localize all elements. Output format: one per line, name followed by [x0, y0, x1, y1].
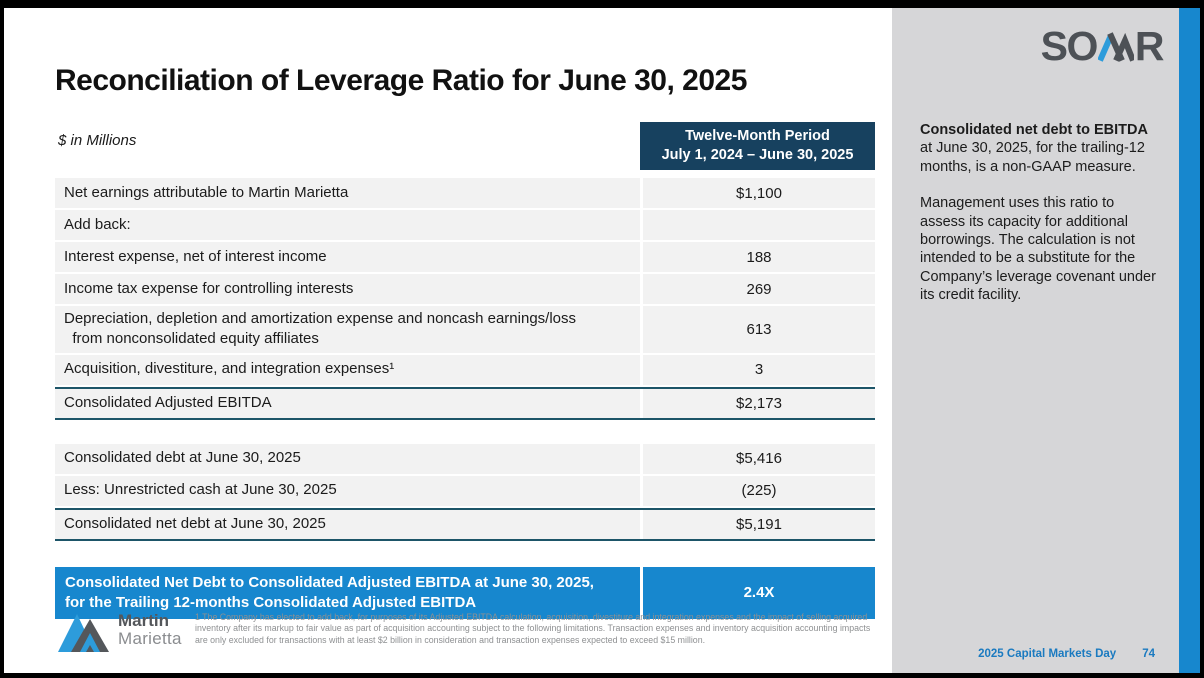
sidebar-paragraph-1: Consolidated net debt to EBITDA at June … [920, 121, 1160, 176]
row-value: 188 [640, 242, 875, 272]
units-note: $ in Millions [58, 132, 137, 149]
mountain-peaks-icon [1097, 32, 1134, 62]
row-label: Net earnings attributable to Martin Mari… [64, 183, 349, 201]
row-label: Income tax expense for controlling inter… [64, 279, 354, 297]
row-value: $5,191 [640, 509, 875, 539]
accent-bar [1179, 8, 1200, 673]
martin-marietta-logo: Martin Marietta [58, 608, 182, 652]
sidebar-paragraph-1-rest: at June 30, 2025, for the trailing-12 mo… [920, 140, 1145, 175]
table-row: Depreciation, depletion and amortization… [55, 306, 875, 353]
row-label: Less: Unrestricted cash at June 30, 2025 [64, 481, 337, 499]
row-value: 613 [640, 306, 875, 353]
table-row: Interest expense, net of interest income… [55, 242, 875, 272]
sidebar-commentary: Consolidated net debt to EBITDA at June … [920, 121, 1160, 305]
sidebar-paragraph-1-bold: Consolidated net debt to EBITDA [920, 122, 1148, 138]
table-row-total-net-debt: Consolidated net debt at June 30, 2025 $… [55, 507, 875, 541]
table-row: Net earnings attributable to Martin Mari… [55, 178, 875, 208]
row-value: $5,416 [640, 443, 875, 474]
sidebar: SO R Consolidated net debt to EBITDA at … [892, 8, 1179, 673]
row-value: $1,100 [640, 178, 875, 208]
slide-footer: 2025 Capital Markets Day 74 [978, 648, 1155, 660]
soar-wordmark-left: SO [1040, 23, 1099, 70]
row-label: Consolidated debt at June 30, 2025 [64, 449, 301, 467]
martin-marietta-wordmark: Martin Marietta [118, 612, 182, 648]
row-value [640, 210, 875, 240]
row-label: Consolidated Adjusted EBITDA [64, 393, 272, 411]
table-section-gap [55, 420, 875, 444]
reconciliation-tables: Net earnings attributable to Martin Mari… [55, 178, 875, 619]
page-title: Reconciliation of Leverage Ratio for Jun… [55, 64, 747, 97]
row-value: (225) [640, 475, 875, 506]
row-value: 269 [640, 274, 875, 304]
mm-wordmark-line1: Martin [118, 611, 169, 631]
mountain-icon [58, 614, 109, 652]
row-label: Consolidated net debt at June 30, 2025 [64, 514, 326, 532]
slide-content: Reconciliation of Leverage Ratio for Jun… [4, 8, 1200, 673]
table-row: Consolidated debt at June 30, 2025 $5,41… [55, 443, 875, 474]
ratio-banner-label: Consolidated Net Debt to Consolidated Ad… [65, 574, 594, 611]
table-row: Acquisition, divestiture, and integratio… [55, 354, 875, 385]
period-column-header: Twelve-Month Period July 1, 2024 – June … [640, 122, 875, 170]
row-label: Depreciation, depletion and amortization… [64, 310, 576, 348]
row-label: Acquisition, divestiture, and integratio… [64, 360, 395, 378]
table-row: Income tax expense for controlling inter… [55, 274, 875, 304]
ratio-banner-value: 2.4X [640, 566, 875, 619]
table-row-total-ebitda: Consolidated Adjusted EBITDA $2,173 [55, 386, 875, 420]
period-header-line1: Twelve-Month Period [685, 128, 830, 145]
row-value: 3 [640, 354, 875, 385]
period-header-line2: July 1, 2024 – June 30, 2025 [661, 147, 854, 163]
soar-logo: SO R [1040, 23, 1165, 70]
footnote: 1 The Company has elected to add back, f… [195, 612, 871, 645]
event-name: 2025 Capital Markets Day [978, 648, 1117, 660]
table-row: Less: Unrestricted cash at June 30, 2025… [55, 475, 875, 506]
leverage-ratio-banner: Consolidated Net Debt to Consolidated Ad… [55, 566, 875, 619]
row-label: Interest expense, net of interest income [64, 247, 327, 265]
row-label: Add back: [64, 215, 131, 233]
page-number: 74 [1142, 648, 1155, 660]
sidebar-paragraph-2: Management uses this ratio to assess its… [920, 195, 1156, 304]
mm-wordmark-line2: Marietta [118, 629, 182, 648]
table-row: Add back: [55, 210, 875, 240]
row-value: $2,173 [640, 388, 875, 418]
soar-wordmark-right: R [1134, 23, 1165, 70]
